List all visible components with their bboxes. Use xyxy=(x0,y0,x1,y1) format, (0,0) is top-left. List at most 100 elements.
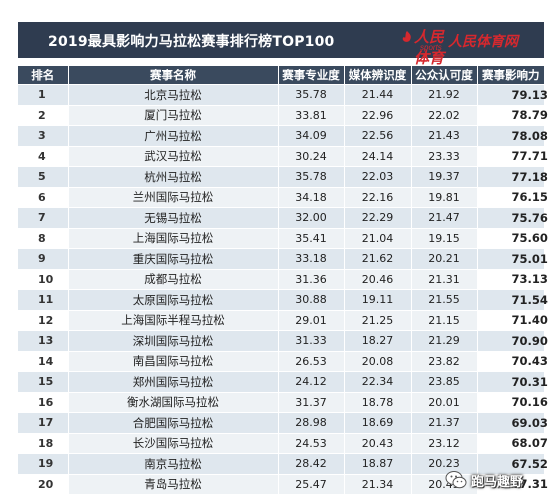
race-name-cell: 长沙国际马拉松 xyxy=(68,432,279,454)
influence-score-cell: 73.13 xyxy=(477,268,548,290)
professional-score-cell: 35.41 xyxy=(278,227,345,249)
professional-score-cell: 24.53 xyxy=(278,432,345,454)
rank-cell: 10 xyxy=(18,268,69,290)
race-name-cell: 南昌国际马拉松 xyxy=(68,350,279,372)
rank-cell: 20 xyxy=(18,473,69,494)
column-header-professional: 赛事专业度 xyxy=(278,66,345,85)
table-row: 19 南京马拉松 28.42 18.87 20.23 67.52 xyxy=(18,453,548,474)
table-row: 5 杭州马拉松 35.78 22.03 19.37 77.18 xyxy=(18,166,548,187)
professional-score-cell: 31.37 xyxy=(278,391,345,413)
professional-score-cell: 34.09 xyxy=(278,125,345,146)
media-score-cell: 22.03 xyxy=(344,166,412,187)
race-name-cell: 深圳国际马拉松 xyxy=(68,330,279,351)
influence-score-cell: 67.52 xyxy=(477,453,548,474)
table-row: 11 太原国际马拉松 30.88 19.11 21.55 71.54 xyxy=(18,289,548,310)
race-name-cell: 上海国际马拉松 xyxy=(68,227,279,249)
rank-cell: 11 xyxy=(18,289,69,310)
influence-score-cell: 70.90 xyxy=(477,330,548,351)
media-score-cell: 21.34 xyxy=(344,473,412,494)
table-row: 2 厦门马拉松 33.81 22.96 22.02 78.79 xyxy=(18,104,548,126)
influence-score-cell: 71.40 xyxy=(477,309,548,331)
race-name-cell: 成都马拉松 xyxy=(68,268,279,290)
influence-score-cell: 79.13 xyxy=(477,84,548,105)
rank-cell: 12 xyxy=(18,309,69,331)
table-row: 7 无锡马拉松 32.00 22.29 21.47 75.76 xyxy=(18,207,548,228)
professional-score-cell: 30.88 xyxy=(278,289,345,310)
public-score-cell: 23.33 xyxy=(411,145,478,167)
media-score-cell: 22.56 xyxy=(344,125,412,146)
professional-score-cell: 28.42 xyxy=(278,453,345,474)
rank-cell: 1 xyxy=(18,84,69,105)
race-name-cell: 太原国际马拉松 xyxy=(68,289,279,310)
media-score-cell: 21.25 xyxy=(344,309,412,331)
public-score-cell: 21.55 xyxy=(411,289,478,310)
professional-score-cell: 25.47 xyxy=(278,473,345,494)
logo-people-text: 人民体育 xyxy=(414,28,445,67)
influence-score-cell: 70.16 xyxy=(477,391,548,413)
table-row: 17 合肥国际马拉松 28.98 18.69 21.37 69.03 xyxy=(18,412,548,433)
public-score-cell: 23.12 xyxy=(411,432,478,454)
wechat-watermark: 跑马趣野 xyxy=(445,468,545,492)
public-score-cell: 19.81 xyxy=(411,186,478,208)
influence-score-cell: 78.79 xyxy=(477,104,548,126)
professional-score-cell: 35.78 xyxy=(278,84,345,105)
media-score-cell: 21.04 xyxy=(344,227,412,249)
professional-score-cell: 35.78 xyxy=(278,166,345,187)
public-score-cell: 23.85 xyxy=(411,371,478,392)
table-row: 1 北京马拉松 35.78 21.44 21.92 79.13 xyxy=(18,84,548,105)
rank-cell: 14 xyxy=(18,350,69,372)
media-score-cell: 18.27 xyxy=(344,330,412,351)
column-header-name: 赛事名称 xyxy=(68,66,279,85)
media-score-cell: 19.11 xyxy=(344,289,412,310)
race-name-cell: 上海国际半程马拉松 xyxy=(68,309,279,331)
rank-cell: 16 xyxy=(18,391,69,413)
people-net-logo: 人民体育网 xyxy=(448,34,518,50)
race-name-cell: 北京马拉松 xyxy=(68,84,279,105)
rank-cell: 17 xyxy=(18,412,69,433)
media-score-cell: 20.08 xyxy=(344,350,412,372)
rank-cell: 13 xyxy=(18,330,69,351)
public-score-cell: 20.01 xyxy=(411,391,478,413)
public-score-cell: 20.23 xyxy=(411,453,478,474)
professional-score-cell: 31.33 xyxy=(278,330,345,351)
professional-score-cell: 30.24 xyxy=(278,145,345,167)
race-name-cell: 无锡马拉松 xyxy=(68,207,279,228)
table-row: 15 郑州国际马拉松 24.12 22.34 23.85 70.31 xyxy=(18,371,548,392)
media-score-cell: 22.96 xyxy=(344,104,412,126)
influence-score-cell: 71.54 xyxy=(477,289,548,310)
public-score-cell: 19.15 xyxy=(411,227,478,249)
wechat-icon xyxy=(445,471,467,489)
public-score-cell: 19.37 xyxy=(411,166,478,187)
influence-score-cell: 77.71 xyxy=(477,145,548,167)
professional-score-cell: 33.18 xyxy=(278,248,345,269)
race-name-cell: 杭州马拉松 xyxy=(68,166,279,187)
race-name-cell: 武汉马拉松 xyxy=(68,145,279,167)
table-row: 8 上海国际马拉松 35.41 21.04 19.15 75.60 xyxy=(18,227,548,249)
influence-score-cell: 70.43 xyxy=(477,350,548,372)
public-score-cell: 20.21 xyxy=(411,248,478,269)
title-banner: 2019最具影响力马拉松赛事排行榜TOP100 人民体育 sports 人民体育… xyxy=(18,22,544,67)
media-score-cell: 22.29 xyxy=(344,207,412,228)
professional-score-cell: 32.00 xyxy=(278,207,345,228)
race-name-cell: 青岛马拉松 xyxy=(68,473,279,494)
table-row: 20 青岛马拉松 25.47 21.34 20.45 67.31 xyxy=(18,473,548,494)
table-row: 18 长沙国际马拉松 24.53 20.43 23.12 68.07 xyxy=(18,432,548,454)
table-row: 10 成都马拉松 31.36 20.46 21.31 73.13 xyxy=(18,268,548,290)
rank-cell: 6 xyxy=(18,186,69,208)
professional-score-cell: 31.36 xyxy=(278,268,345,290)
table-row: 3 广州马拉松 34.09 22.56 21.43 78.08 xyxy=(18,125,548,146)
influence-score-cell: 75.76 xyxy=(477,207,548,228)
media-score-cell: 22.16 xyxy=(344,186,412,208)
public-score-cell: 21.29 xyxy=(411,330,478,351)
race-name-cell: 郑州国际马拉松 xyxy=(68,371,279,392)
table-row: 12 上海国际半程马拉松 29.01 21.25 21.15 71.40 xyxy=(18,309,548,331)
media-score-cell: 18.87 xyxy=(344,453,412,474)
influence-score-cell: 75.60 xyxy=(477,227,548,249)
table-row: 13 深圳国际马拉松 31.33 18.27 21.29 70.90 xyxy=(18,330,548,351)
influence-score-cell: 69.03 xyxy=(477,412,548,433)
race-name-cell: 重庆国际马拉松 xyxy=(68,248,279,269)
rank-cell: 7 xyxy=(18,207,69,228)
page-title: 2019最具影响力马拉松赛事排行榜TOP100 xyxy=(48,34,335,50)
rank-cell: 19 xyxy=(18,453,69,474)
